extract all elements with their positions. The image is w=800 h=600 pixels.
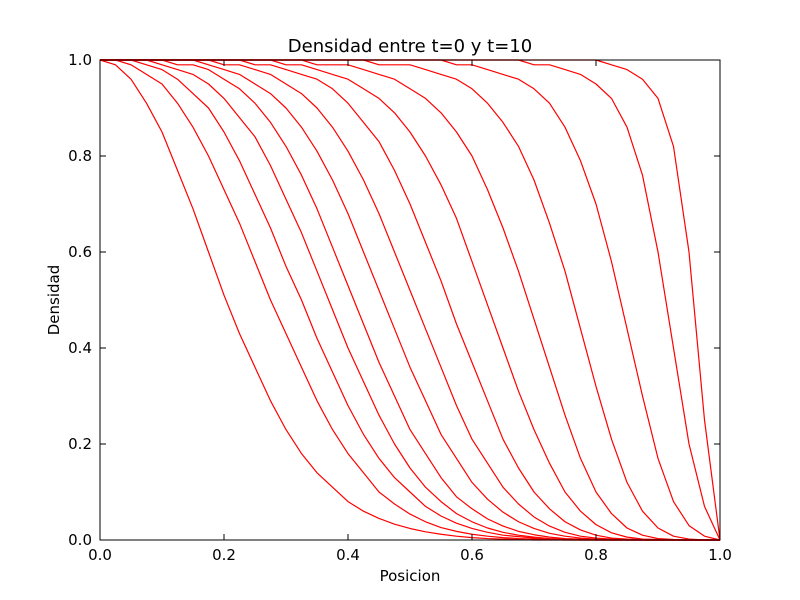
y-tick-label: 1.0 xyxy=(68,51,92,69)
x-tick-label: 0.2 xyxy=(212,546,236,564)
x-tick-label: 0.6 xyxy=(460,546,484,564)
y-tick-label: 0.8 xyxy=(68,147,92,165)
chart-title: Densidad entre t=0 y t=10 xyxy=(288,36,532,57)
axes-frame xyxy=(99,59,721,541)
x-tick-label: 0.4 xyxy=(336,546,360,564)
y-tick-label: 0.2 xyxy=(68,435,92,453)
x-tick-label: 0.0 xyxy=(88,546,112,564)
x-tick-label: 0.8 xyxy=(584,546,608,564)
plot-area: 0.0 0.2 0.4 0.6 0.8 1.0 0.0 0.2 0.4 0.6 0.8 1.0 xyxy=(68,51,732,564)
x-tick-label: 1.0 xyxy=(708,546,732,564)
ticks-layer: 0.0 0.2 0.4 0.6 0.8 1.0 0.0 0.2 0.4 0.6 0.8 1.0 xyxy=(68,51,732,564)
y-axis-label: Densidad xyxy=(45,265,63,336)
x-axis-label: Posicion xyxy=(380,567,441,585)
y-tick-label: 0.6 xyxy=(68,243,92,261)
y-tick-label: 0.0 xyxy=(68,531,92,549)
y-tick-label: 0.4 xyxy=(68,339,92,357)
